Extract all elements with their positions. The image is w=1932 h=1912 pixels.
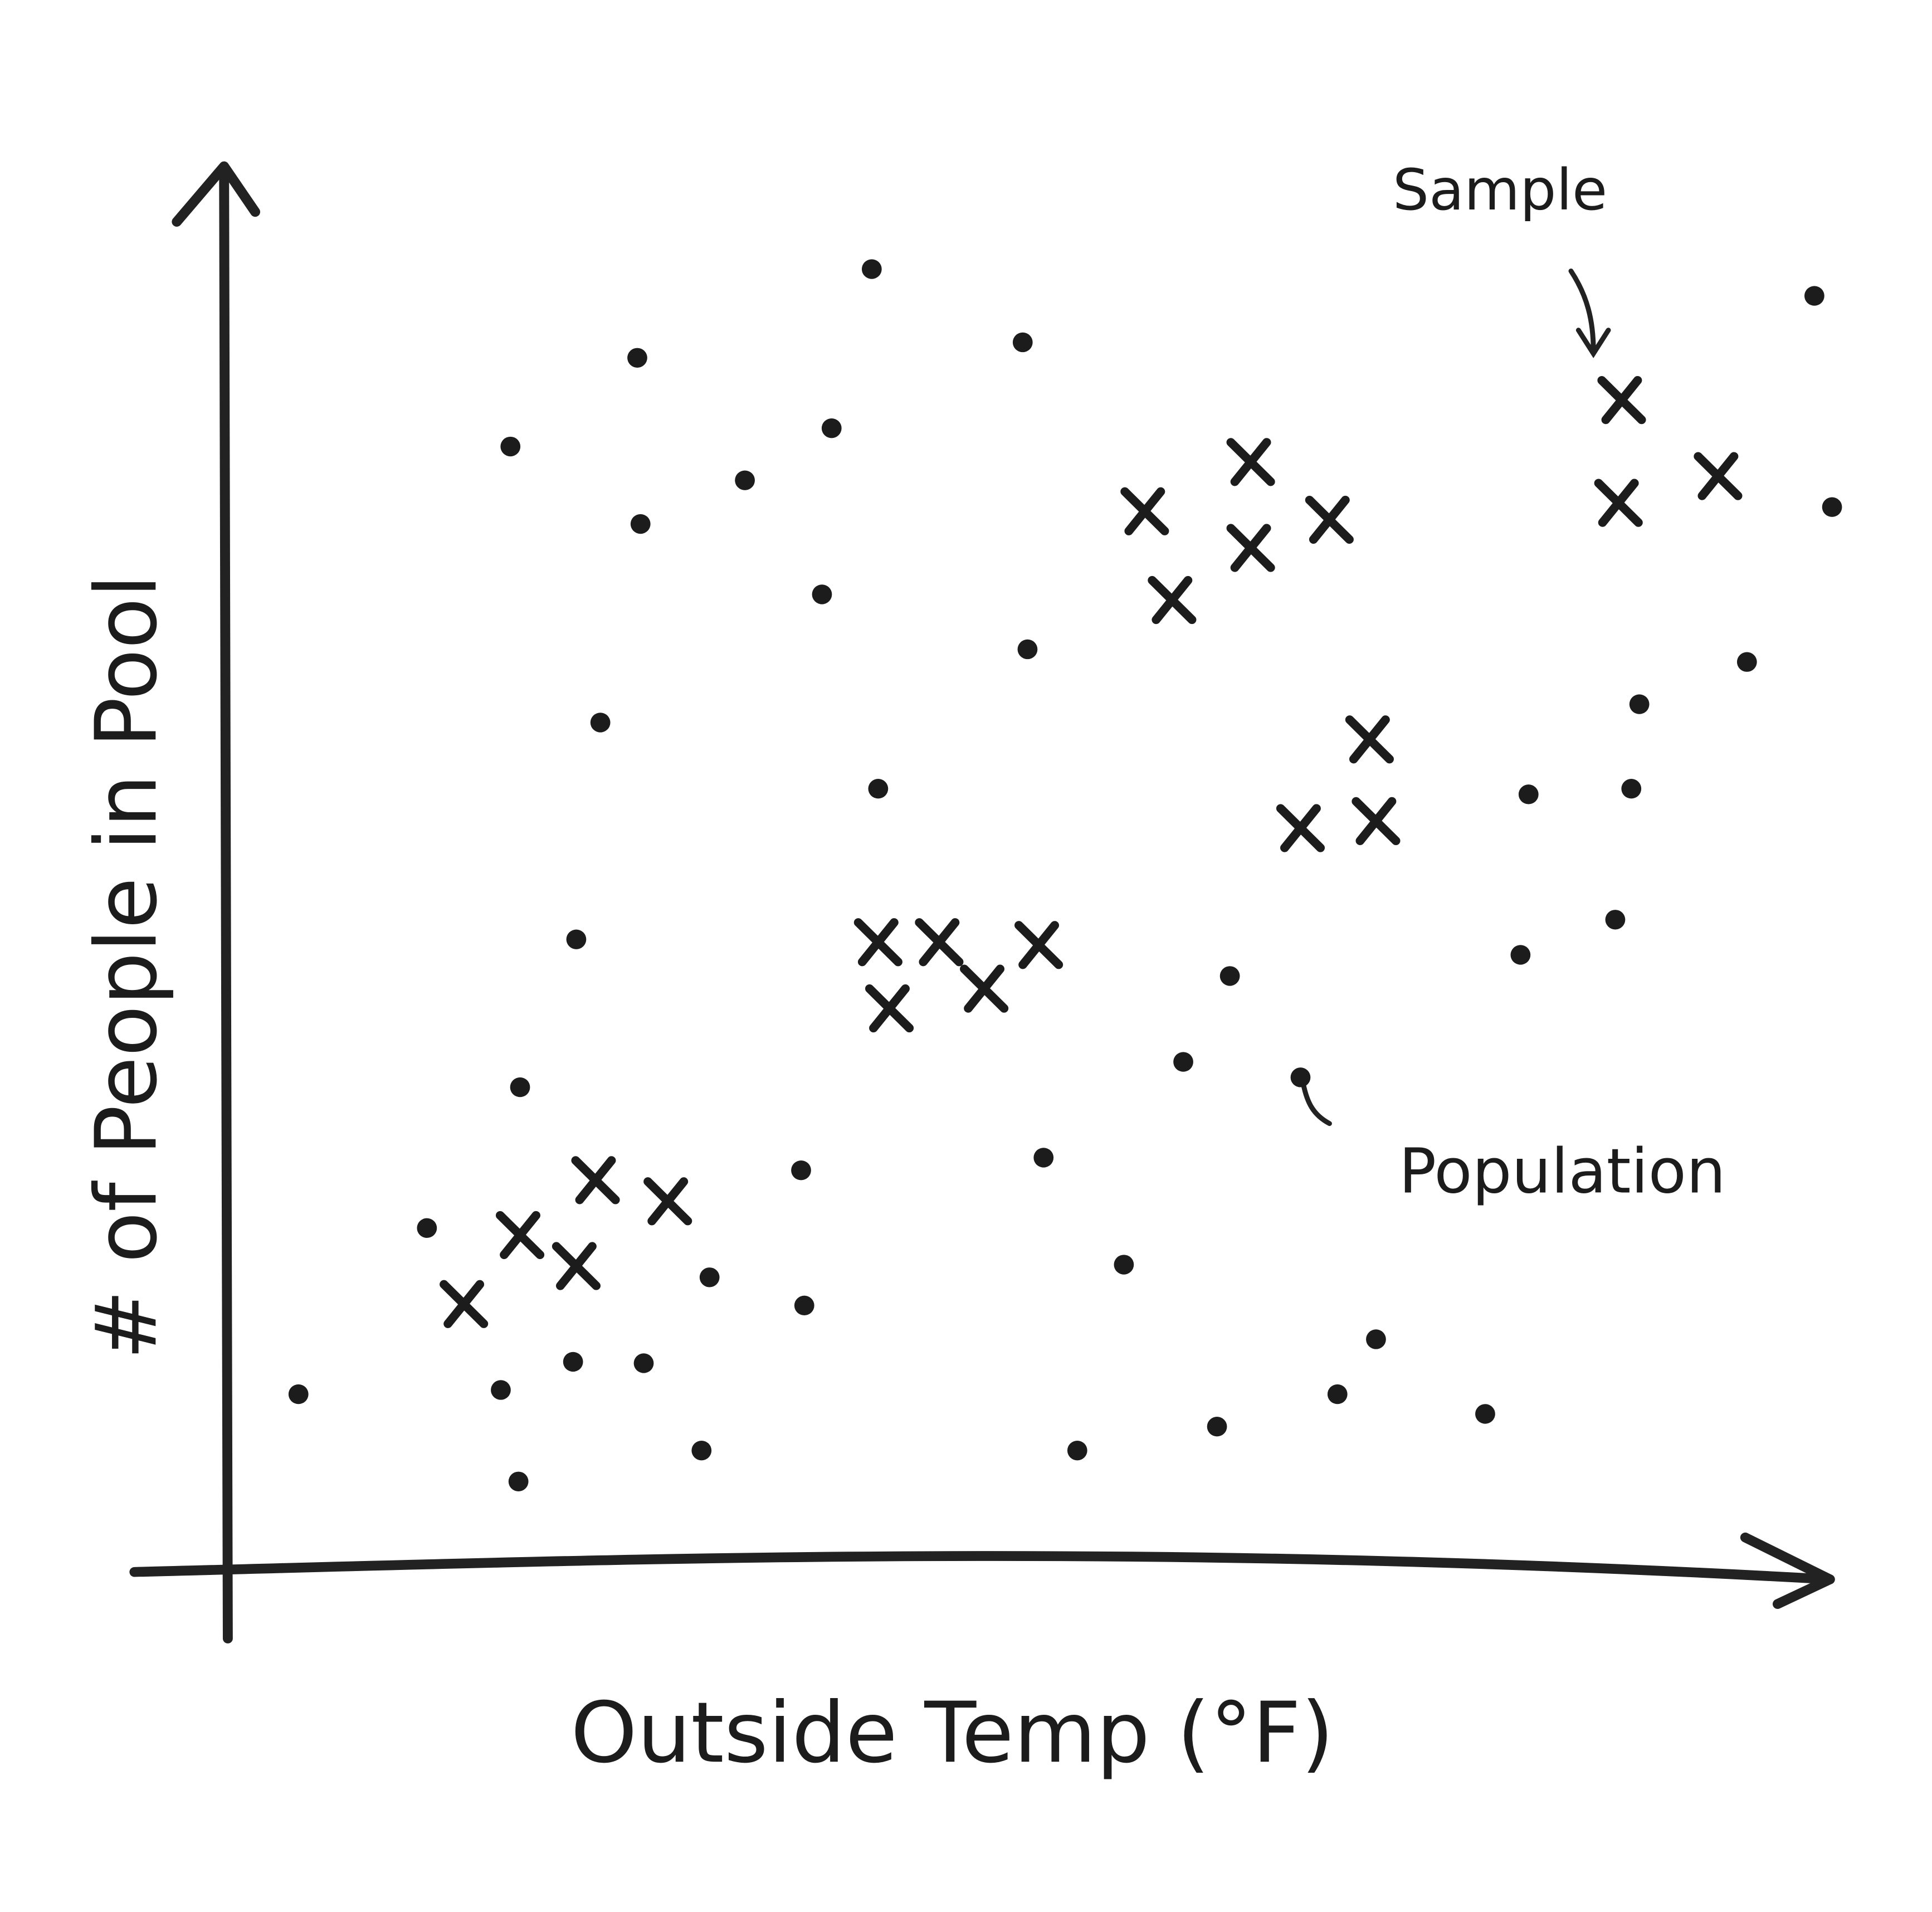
population-point [510, 1077, 530, 1098]
population-point [508, 1471, 529, 1491]
y-axis-label: # of People in Pool [77, 574, 176, 1360]
sample-point [1276, 804, 1325, 852]
sample-point [1694, 452, 1743, 500]
x-axis-label: Outside Temp (°F) [570, 1684, 1334, 1782]
sample-point [1345, 715, 1394, 764]
population-point [735, 470, 755, 490]
population-point [1510, 945, 1531, 965]
population-point [821, 418, 842, 438]
sample-point [1120, 487, 1169, 535]
population-point [699, 1267, 720, 1287]
x-axis-arrow [1740, 1532, 1835, 1609]
population-point [1804, 286, 1824, 306]
population-point [566, 929, 587, 949]
sample-point [1305, 495, 1354, 544]
population-point [563, 1352, 583, 1372]
annotation-population: Population [1399, 1136, 1726, 1207]
population-point [861, 259, 882, 279]
population-point [491, 1380, 511, 1400]
sample-point [440, 1280, 489, 1328]
population-point [1475, 1404, 1495, 1424]
sample-point [1014, 921, 1063, 969]
population-point [1629, 694, 1650, 714]
population-point [691, 1440, 712, 1461]
sample-point [643, 1177, 692, 1226]
sample-point [552, 1242, 601, 1290]
sample-point [865, 984, 914, 1033]
population-point [1207, 1417, 1227, 1437]
population-point [1290, 1067, 1311, 1087]
sample-point [960, 964, 1009, 1013]
population-point [1033, 1148, 1054, 1168]
y-axis-arrow [172, 161, 261, 227]
population-point [1012, 332, 1033, 353]
sample-point [853, 918, 902, 967]
annotation-sample: Sample [1393, 157, 1607, 223]
annotation-leader [1301, 1081, 1332, 1126]
population-point [1621, 779, 1642, 799]
population-point [1518, 784, 1539, 804]
sample-point [1597, 375, 1646, 425]
population-point [1366, 1329, 1386, 1349]
population-point [1173, 1052, 1193, 1072]
sample-point [1226, 438, 1275, 486]
sample-point [1148, 575, 1197, 625]
x-axis [129, 1551, 1835, 1584]
population-point [630, 514, 651, 534]
population-point [633, 1353, 654, 1373]
sample-point [1226, 524, 1275, 572]
sample-point [1352, 797, 1401, 845]
sample-point [1594, 479, 1643, 527]
population-point [288, 1384, 309, 1404]
population-point [791, 1160, 811, 1181]
population-point [1067, 1440, 1087, 1461]
population-point [1822, 497, 1842, 517]
population-point [590, 713, 611, 733]
population-point [1736, 652, 1757, 672]
population-point [1327, 1384, 1348, 1404]
population-point [500, 436, 521, 457]
population-point [627, 348, 647, 368]
sample-point [915, 918, 964, 967]
sample-point [571, 1156, 620, 1204]
population-point [812, 584, 832, 604]
population-point [868, 779, 889, 799]
sample-point [495, 1211, 545, 1260]
population-point [794, 1295, 814, 1316]
population-point [1219, 966, 1240, 986]
population-point [1017, 639, 1038, 660]
y-axis [219, 167, 233, 1643]
population-point [417, 1218, 437, 1238]
population-point [1605, 910, 1626, 930]
annotation-arrow [1568, 269, 1611, 358]
population-point [1114, 1255, 1134, 1275]
